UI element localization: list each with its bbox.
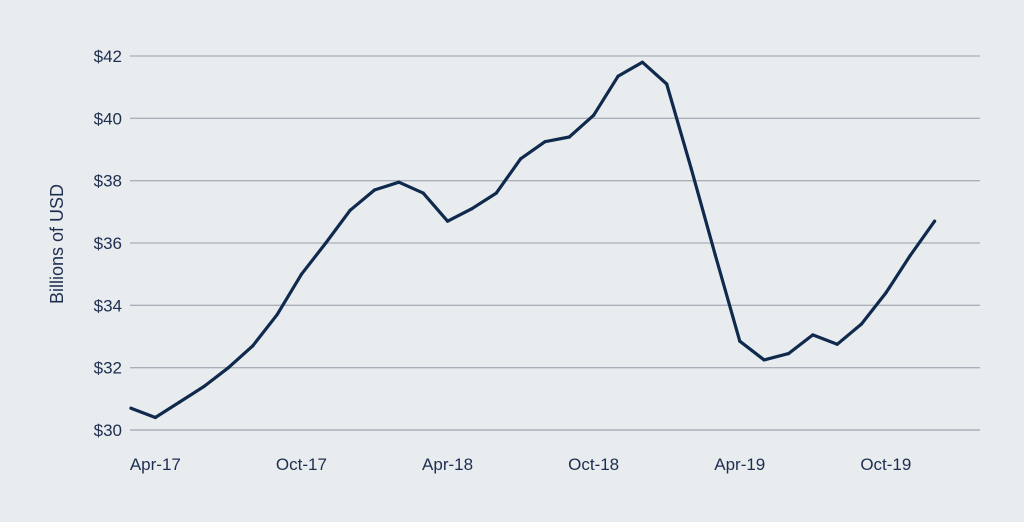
data-point: [470, 207, 474, 211]
x-tick-label: Apr-17: [130, 455, 181, 474]
y-tick-label: $34: [94, 296, 122, 315]
y-tick-label: $30: [94, 421, 122, 440]
data-point: [445, 219, 450, 223]
data-point: [859, 322, 864, 326]
x-tick-label: Apr-18: [422, 455, 473, 474]
data-point: [324, 241, 328, 245]
y-tick-label: $42: [94, 47, 122, 66]
y-tick-label: $32: [94, 359, 122, 378]
data-point: [640, 60, 644, 64]
x-tick-label: Oct-17: [276, 455, 327, 474]
data-point: [153, 415, 157, 420]
data-point: [811, 333, 815, 337]
data-point: [275, 313, 279, 317]
data-point: [543, 140, 547, 144]
data-point: [348, 208, 352, 212]
data-point: [713, 253, 718, 258]
data-point: [178, 400, 182, 404]
y-tick-label: $40: [94, 109, 122, 128]
data-point: [689, 166, 693, 170]
x-tick-label: Oct-19: [860, 455, 911, 474]
data-point: [932, 219, 937, 223]
data-point: [299, 272, 304, 276]
data-point: [786, 352, 791, 356]
data-point: [226, 366, 230, 370]
data-point: [592, 113, 596, 117]
x-tick-label: Apr-19: [714, 455, 765, 474]
y-tick-label: $36: [94, 234, 122, 253]
data-point: [519, 157, 523, 161]
x-tick-label: Oct-18: [568, 455, 619, 474]
data-points: [129, 60, 937, 420]
grid-lines: [130, 55, 980, 431]
y-tick-label: $38: [94, 172, 122, 191]
data-point: [397, 180, 401, 184]
data-point: [835, 342, 839, 346]
data-point: [251, 344, 255, 348]
data-point: [616, 74, 620, 78]
data-point: [567, 135, 571, 139]
data-point: [762, 358, 766, 362]
y-axis-title: Billions of USD: [47, 184, 67, 304]
series-line: [129, 60, 937, 420]
data-point: [665, 82, 669, 86]
data-point: [202, 384, 206, 388]
data-point: [908, 253, 912, 258]
x-axis-tick-labels: Apr-17 Oct-17 Apr-18 Oct-18 Apr-19 Oct-19: [130, 455, 912, 474]
data-point: [738, 339, 742, 343]
y-axis-tick-labels: $30 $32 $34 $36 $38 $40 $42: [94, 47, 122, 440]
data-point: [884, 291, 888, 295]
data-point: [494, 191, 498, 195]
data-point: [421, 191, 425, 195]
data-point: [129, 406, 133, 410]
data-point: [372, 188, 377, 192]
